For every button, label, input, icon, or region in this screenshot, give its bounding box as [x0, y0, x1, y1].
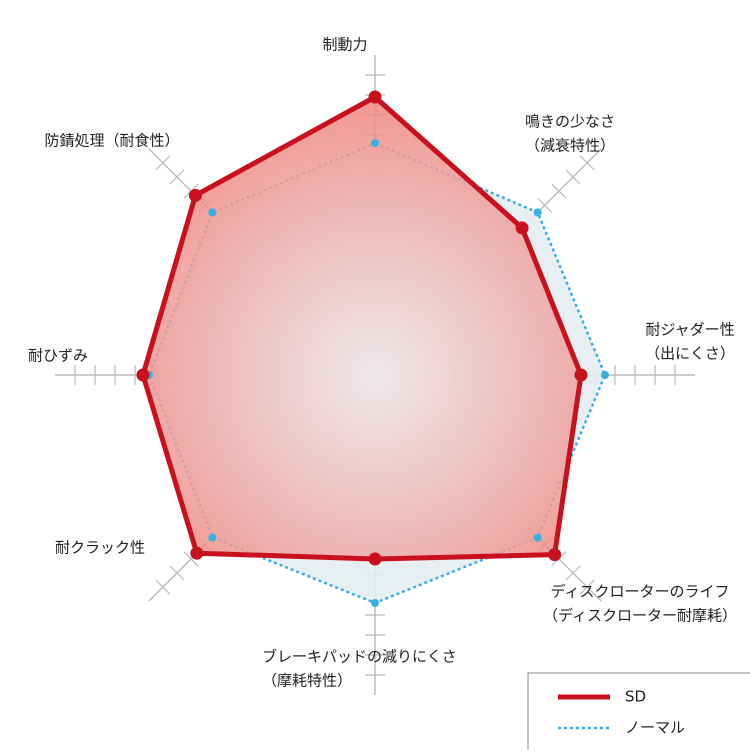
tick-mark: [155, 579, 171, 595]
tick-mark: [565, 169, 581, 185]
data-point: [368, 552, 382, 566]
data-point: [601, 371, 609, 379]
legend-label: SD: [625, 688, 646, 706]
data-point: [190, 546, 204, 560]
tick-mark: [551, 183, 567, 199]
axis-label: 防錆処理（耐食性）: [44, 132, 179, 150]
tick-mark: [169, 169, 185, 185]
data-point: [371, 139, 379, 147]
legend-label: ノーマル: [625, 719, 685, 737]
axis-label: （ディスクローター耐摩耗）: [543, 607, 737, 625]
series-area: [140, 94, 584, 562]
tick-mark: [183, 551, 199, 567]
tick-mark: [579, 155, 595, 171]
axis-label: ブレーキパッドの減りにくさ: [262, 648, 457, 666]
axis-label: 耐クラック性: [55, 539, 145, 557]
data-point: [368, 90, 382, 104]
axis-label: 耐ジャダー性: [645, 321, 734, 339]
axis-label: 耐ひずみ: [28, 347, 88, 365]
data-point: [515, 221, 529, 235]
axis-label: （減衰特性）: [525, 137, 615, 155]
axis-label: （摩耗特性）: [262, 672, 352, 690]
data-point: [208, 533, 217, 542]
data-point: [208, 208, 217, 217]
data-point: [533, 533, 542, 542]
data-point: [188, 188, 202, 202]
tick-mark: [579, 579, 595, 595]
data-point: [371, 599, 379, 607]
tick-mark: [155, 155, 171, 171]
data-point: [574, 368, 588, 382]
axis-label: 制動力: [322, 36, 367, 54]
tick-mark: [169, 565, 185, 581]
data-point: [548, 548, 562, 562]
axis-label: （出にくさ）: [645, 345, 735, 363]
legend-box: [527, 672, 750, 754]
tick-mark: [537, 197, 553, 213]
data-point: [533, 208, 542, 217]
tick-mark: [565, 565, 581, 581]
data-point: [136, 368, 150, 382]
axis-label: ディスクローターのライフ: [551, 583, 730, 601]
axis-label: 鳴きの少なさ: [525, 113, 615, 131]
